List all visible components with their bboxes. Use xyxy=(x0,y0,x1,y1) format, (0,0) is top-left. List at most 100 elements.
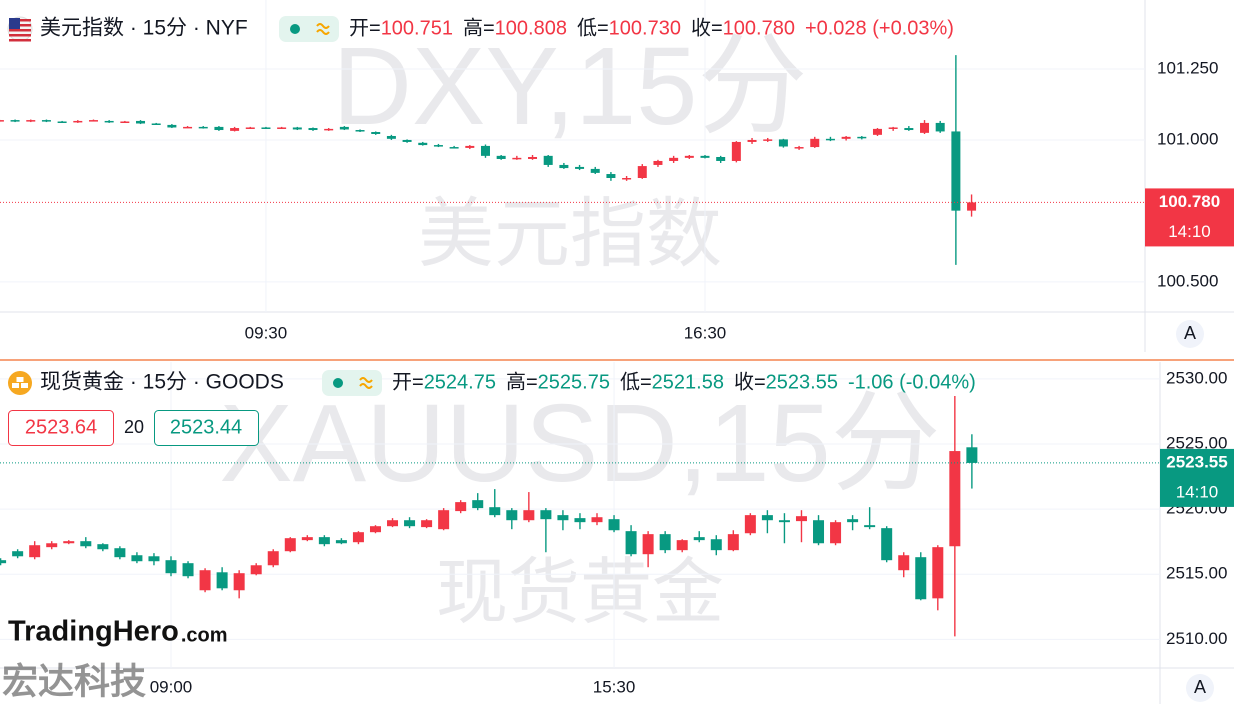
candle-body xyxy=(496,155,506,159)
candle-body xyxy=(543,155,553,165)
candle-body xyxy=(915,557,927,600)
candle-body xyxy=(684,155,694,158)
candle-body xyxy=(230,128,240,131)
candle-body xyxy=(120,121,130,124)
candle-body xyxy=(199,570,211,591)
candle-body xyxy=(136,120,146,124)
candle-body xyxy=(590,168,600,173)
candle-body xyxy=(637,166,647,179)
stat-value: 2521.58 xyxy=(652,371,724,393)
candle-body xyxy=(761,515,773,521)
candle-body xyxy=(355,130,365,132)
candle-body xyxy=(387,520,399,527)
flag-stripe xyxy=(9,29,31,32)
candle-body xyxy=(148,556,160,562)
candle-body xyxy=(872,128,882,135)
stat-value: 2524.75 xyxy=(424,371,496,393)
candle-body xyxy=(63,541,75,544)
candle-body xyxy=(267,551,279,566)
y-tick-label: 101.250 xyxy=(1157,58,1218,77)
candle-body xyxy=(97,544,109,550)
auto-scale-label: A xyxy=(1184,323,1196,343)
auto-scale-label: A xyxy=(1194,677,1206,697)
candle-body xyxy=(575,166,585,169)
candle-body xyxy=(386,135,396,139)
candle-body xyxy=(198,126,208,129)
candle-body xyxy=(339,126,349,130)
candle-body xyxy=(795,516,807,522)
candle-body xyxy=(825,138,835,141)
candle-body xyxy=(591,517,603,523)
candle-body xyxy=(794,147,804,149)
candle-body xyxy=(659,534,671,551)
candle-body xyxy=(216,572,228,589)
candle-body xyxy=(438,510,450,530)
candle-body xyxy=(506,510,518,521)
y-tick-label: 2510.00 xyxy=(1166,629,1227,648)
candle-body xyxy=(472,500,484,509)
last-price-label: 2523.55 xyxy=(1166,452,1227,471)
candle-body xyxy=(114,548,126,558)
stat-label: 低= xyxy=(577,16,609,39)
candle-body xyxy=(104,120,114,123)
candle-body xyxy=(528,156,538,159)
stat-value: 2523.55 xyxy=(766,371,838,393)
gold-bar xyxy=(16,377,24,382)
candle-body xyxy=(80,541,92,547)
candle-body xyxy=(46,543,58,548)
bid-price: 2523.64 xyxy=(25,416,97,438)
candle-body xyxy=(0,560,7,564)
candle-body xyxy=(920,122,930,133)
candle-body xyxy=(841,136,851,139)
auto-scale-button[interactable] xyxy=(1186,674,1214,702)
spread: 20 xyxy=(124,417,144,437)
stat-label: 高= xyxy=(463,16,495,39)
stat-value: 100.751 xyxy=(381,17,453,39)
stat-label: 收= xyxy=(734,370,766,393)
candle-body xyxy=(747,139,757,142)
candle-body xyxy=(433,145,443,147)
candle-body xyxy=(418,142,428,146)
y-tick-label: 2525.00 xyxy=(1166,434,1227,453)
watermark-symbol: DXY,15分 xyxy=(333,25,808,148)
candle-body xyxy=(935,122,945,132)
candle-body xyxy=(540,510,552,520)
ask-box[interactable] xyxy=(154,410,259,446)
candle-body xyxy=(73,120,83,123)
candle-body xyxy=(335,540,347,544)
stat-label: 开= xyxy=(349,17,381,39)
candle-body xyxy=(131,555,143,562)
candle-body xyxy=(606,174,616,179)
stat-value: 100.808 xyxy=(495,17,567,39)
candle-body xyxy=(12,551,24,557)
candle-body xyxy=(700,155,710,158)
chart-title: 美元指数 · 15分 · NYF xyxy=(40,17,248,40)
candle-body xyxy=(465,145,475,148)
stat-value: 100.780 xyxy=(723,17,795,39)
candle-body xyxy=(0,120,4,122)
candle-body xyxy=(847,519,859,523)
candle-body xyxy=(669,157,679,161)
candle-body xyxy=(512,157,522,160)
auto-scale-button[interactable] xyxy=(1176,320,1204,348)
candle-body xyxy=(813,520,825,544)
gold-bar xyxy=(21,383,28,388)
candle-body xyxy=(904,128,914,131)
candle-body xyxy=(864,525,876,528)
candle-body xyxy=(10,120,20,122)
candle-body xyxy=(183,126,193,129)
candle-body xyxy=(352,532,364,543)
candle-body xyxy=(608,519,620,531)
stat-label: 高= xyxy=(506,370,538,393)
candle-body xyxy=(653,160,663,165)
candle-body xyxy=(449,147,459,149)
flag-canton xyxy=(9,18,20,29)
x-tick-label: 09:30 xyxy=(245,323,288,342)
y-tick-label: 101.000 xyxy=(1157,129,1218,148)
watermark-name: 美元指数 xyxy=(418,192,722,277)
candle-body xyxy=(731,141,741,161)
stat-label: 收= xyxy=(691,16,723,39)
candle-body xyxy=(778,520,790,523)
candle-body xyxy=(324,128,334,131)
bid-box[interactable] xyxy=(8,410,114,446)
